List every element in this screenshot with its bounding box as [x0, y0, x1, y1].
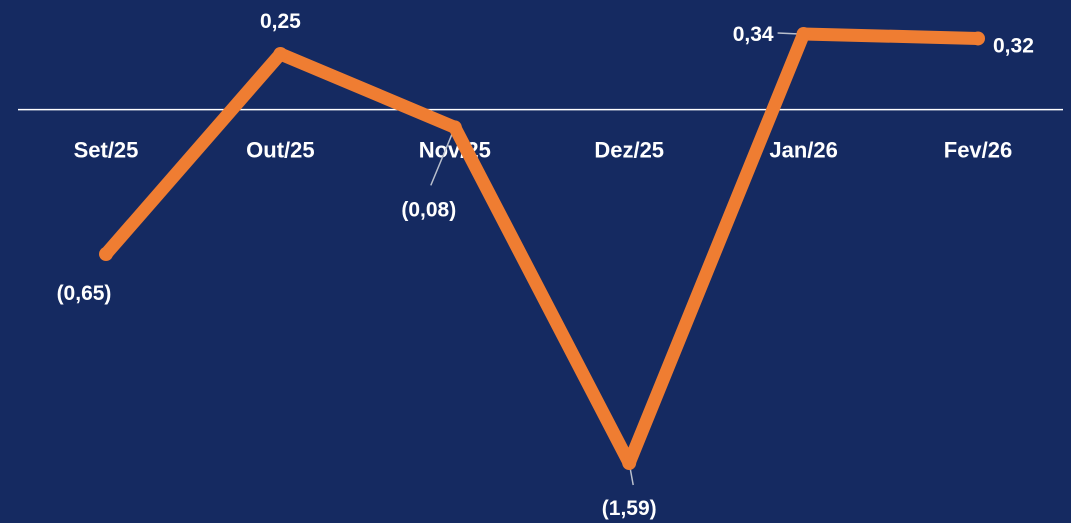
data-point: [99, 247, 113, 262]
data-label: 0,34: [733, 23, 774, 46]
data-label: (0,65): [57, 282, 112, 305]
data-point: [971, 31, 985, 46]
series-line: [99, 27, 985, 470]
x-tick-label: Fev/26: [944, 138, 1013, 163]
series-markers: [99, 27, 985, 470]
category-tick-labels: Set/25 Out/25 Nov/25 Dez/25 Jan/26 Fev/26: [74, 138, 1013, 163]
data-label: 0,32: [993, 34, 1034, 57]
x-tick-label: Dez/25: [594, 138, 664, 163]
x-tick-label: Set/25: [74, 138, 139, 163]
data-labels: (0,65) 0,25 (0,08) (1,59) 0,34 0,32: [57, 10, 1034, 520]
data-label: 0,25: [260, 10, 301, 33]
data-label: (1,59): [602, 497, 657, 520]
x-tick-label: Out/25: [246, 138, 314, 163]
x-tick-label: Nov/25: [419, 138, 491, 163]
x-tick-label: Jan/26: [769, 138, 838, 163]
data-point: [622, 456, 637, 470]
data-point: [447, 120, 462, 135]
data-label: (0,08): [401, 198, 456, 221]
leader-line: [777, 32, 800, 35]
data-point: [273, 47, 288, 62]
data-point: [796, 27, 811, 41]
leader-line: [430, 127, 456, 186]
